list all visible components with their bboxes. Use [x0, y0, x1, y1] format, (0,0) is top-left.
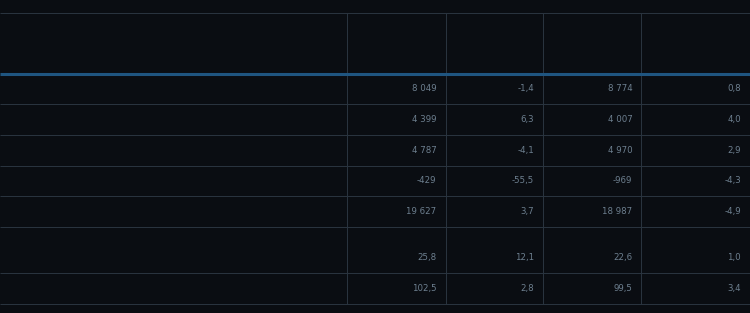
Text: -4,1: -4,1: [518, 146, 534, 155]
Text: 102,5: 102,5: [412, 284, 436, 293]
Text: 19 627: 19 627: [406, 207, 436, 216]
Text: 2,9: 2,9: [728, 146, 741, 155]
Text: -969: -969: [613, 177, 632, 185]
Text: 4 007: 4 007: [608, 115, 632, 124]
Text: 22,6: 22,6: [614, 253, 632, 262]
Text: 8 049: 8 049: [412, 85, 436, 93]
Text: 18 987: 18 987: [602, 207, 632, 216]
Text: -429: -429: [417, 177, 436, 185]
Text: 4,0: 4,0: [728, 115, 741, 124]
Text: 6,3: 6,3: [520, 115, 534, 124]
Text: 3,4: 3,4: [728, 284, 741, 293]
Text: 0,8: 0,8: [728, 85, 741, 93]
Text: 25,8: 25,8: [417, 253, 436, 262]
Text: -4,9: -4,9: [724, 207, 741, 216]
Text: 8 774: 8 774: [608, 85, 632, 93]
Text: 4 787: 4 787: [412, 146, 436, 155]
Text: 3,7: 3,7: [520, 207, 534, 216]
Text: -1,4: -1,4: [518, 85, 534, 93]
Text: 12,1: 12,1: [514, 253, 534, 262]
Text: 4 399: 4 399: [412, 115, 436, 124]
Text: 99,5: 99,5: [614, 284, 632, 293]
Text: 1,0: 1,0: [728, 253, 741, 262]
Text: -55,5: -55,5: [512, 177, 534, 185]
Text: 2,8: 2,8: [520, 284, 534, 293]
Text: 4 970: 4 970: [608, 146, 632, 155]
Text: -4,3: -4,3: [724, 177, 741, 185]
